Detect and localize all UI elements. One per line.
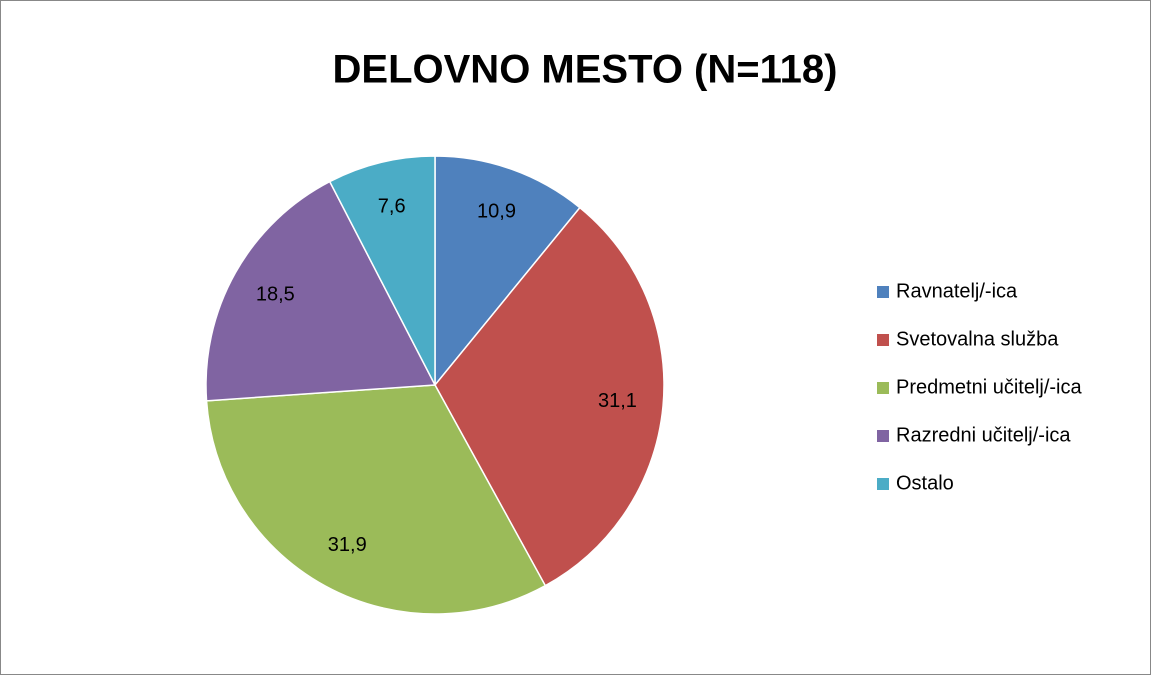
- legend-label: Razredni učitelj/-ica: [896, 424, 1071, 446]
- pie-slice: [205, 180, 437, 402]
- pie-slice: [434, 155, 581, 388]
- pie-slice: [205, 384, 547, 615]
- data-label: 18,5: [256, 284, 295, 306]
- data-label: 7,6: [378, 195, 406, 217]
- chart-title: DELOVNO MESTO (N=118): [333, 48, 838, 92]
- legend-swatch: [877, 334, 889, 346]
- legend-swatch: [877, 478, 889, 490]
- legend-label: Ostalo: [896, 472, 954, 494]
- data-label: 31,1: [598, 390, 637, 412]
- legend-swatch: [877, 430, 889, 442]
- pie-slice: [328, 155, 436, 386]
- legend-swatch: [877, 382, 889, 394]
- legend-swatch: [877, 286, 889, 298]
- legend-label: Predmetni učitelj/-ica: [896, 376, 1083, 398]
- legend-label: Svetovalna služba: [896, 328, 1059, 350]
- legend-label: Ravnatelj/-ica: [896, 280, 1018, 302]
- data-label: 31,9: [328, 534, 367, 556]
- data-label: 10,9: [477, 201, 516, 223]
- pie-slice: [434, 206, 665, 587]
